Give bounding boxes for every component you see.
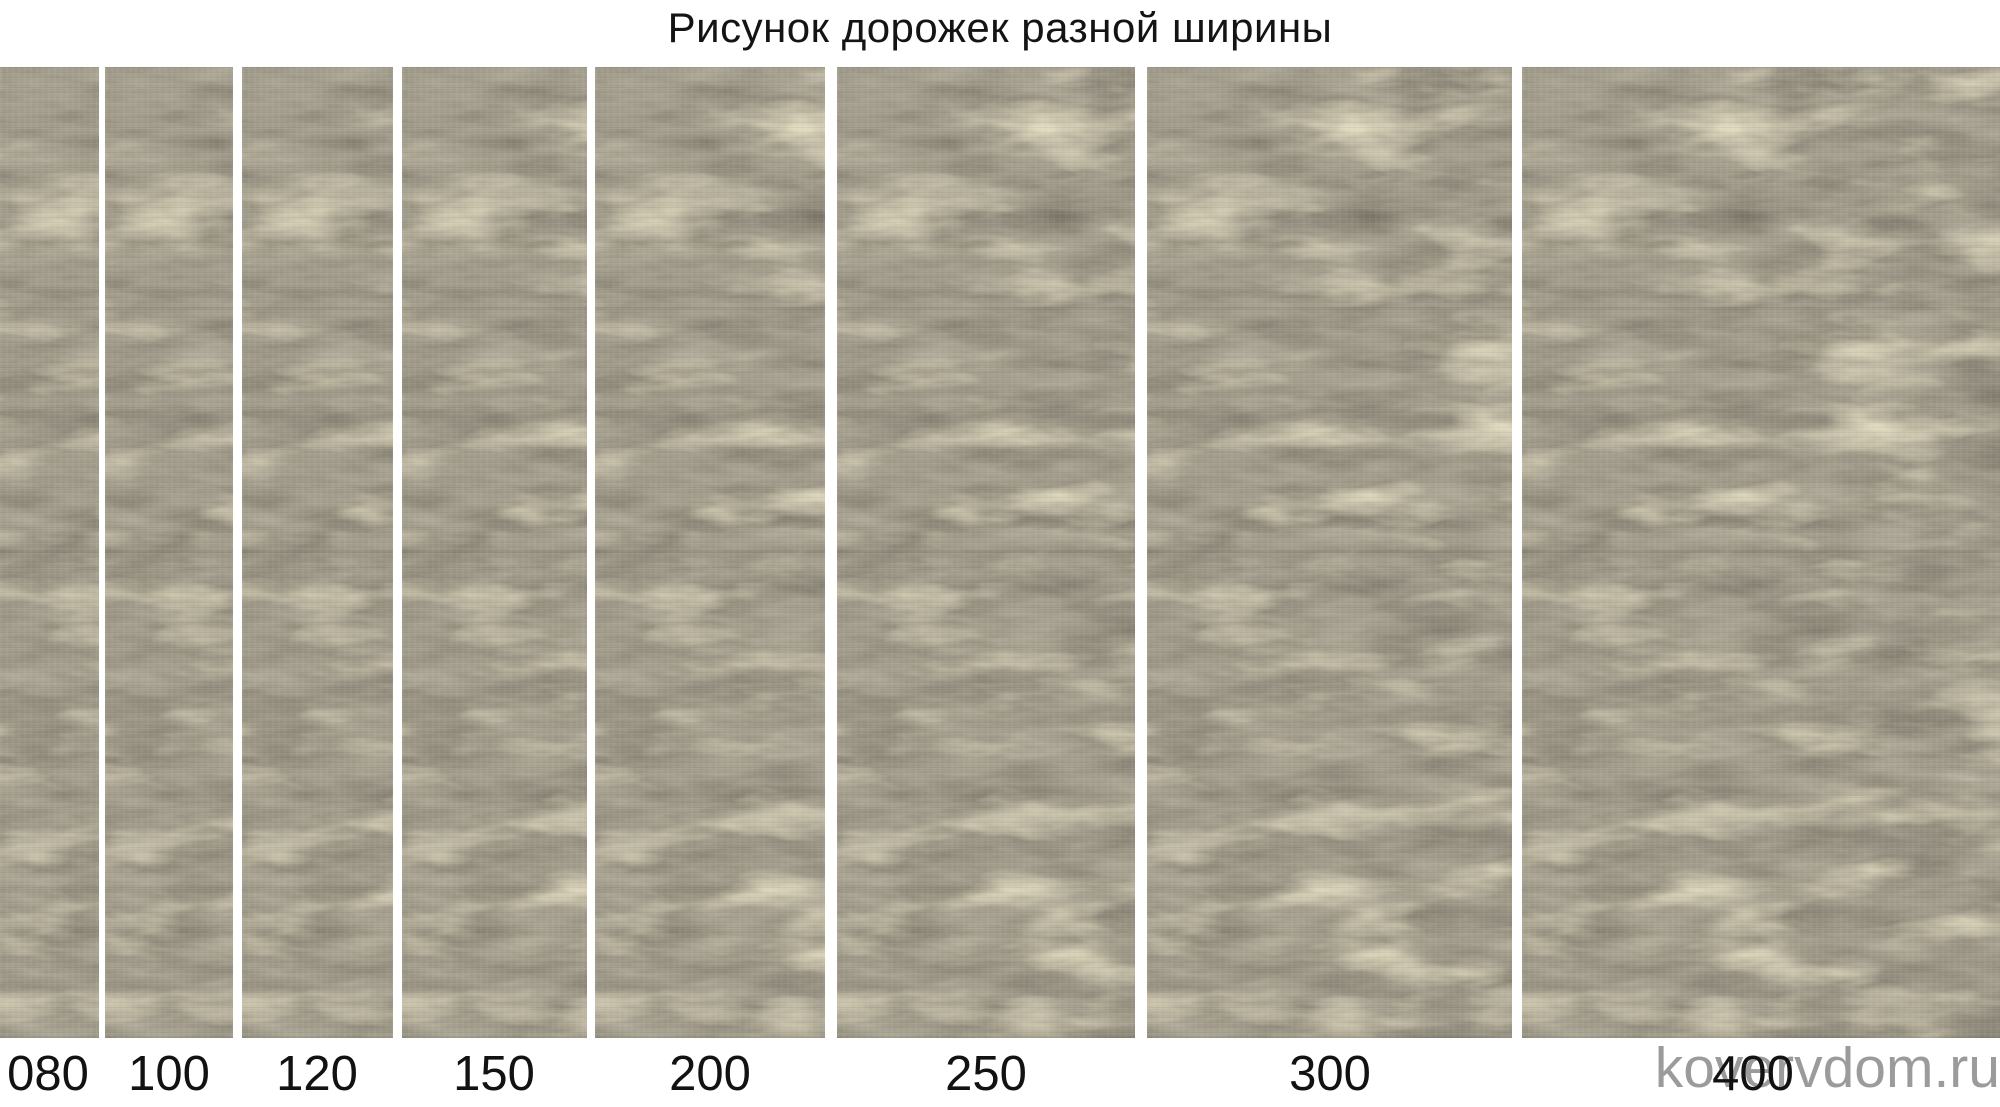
site-watermark: kovervdom.ru — [1654, 1036, 2000, 1100]
width-labels: 080 100 120 150 200 250 300 400 — [0, 1046, 2000, 1107]
carpet-texture — [242, 67, 393, 1038]
width-label-100: 100 — [128, 1047, 210, 1101]
runner-strip-100 — [105, 67, 233, 1038]
runner-strip-300 — [1147, 67, 1512, 1038]
runner-strip-150 — [402, 67, 587, 1038]
runner-strip-200 — [595, 67, 825, 1038]
carpet-weave-overlay — [837, 67, 1135, 1038]
page-title: Рисунок дорожек разной ширины — [667, 4, 1333, 51]
carpet-weave-overlay — [242, 67, 393, 1038]
carpet-weave-overlay — [0, 67, 99, 1038]
width-label-200: 200 — [669, 1047, 751, 1101]
carpet-texture — [0, 67, 99, 1038]
carpet-weave-overlay — [105, 67, 233, 1038]
width-label-150: 150 — [453, 1047, 535, 1101]
runner-strip-250 — [837, 67, 1135, 1038]
runner-strip-120 — [242, 67, 393, 1038]
width-label-400: 400 — [1712, 1047, 1794, 1101]
carpet-weave-overlay — [1522, 67, 2000, 1038]
width-label-250: 250 — [945, 1047, 1027, 1101]
carpet-texture — [595, 67, 825, 1038]
carpet-texture — [402, 67, 587, 1038]
carpet-weave-overlay — [402, 67, 587, 1038]
runner-strips — [0, 67, 2000, 1038]
carpet-weave-overlay — [1147, 67, 1512, 1038]
width-label-080: 080 — [7, 1047, 89, 1101]
carpet-weave-overlay — [595, 67, 825, 1038]
carpet-texture — [837, 67, 1135, 1038]
carpet-texture — [1522, 67, 2000, 1038]
carpet-texture — [1147, 67, 1512, 1038]
width-label-300: 300 — [1289, 1047, 1371, 1101]
runner-strip-080 — [0, 67, 99, 1038]
width-label-120: 120 — [276, 1047, 358, 1101]
runner-strip-400 — [1522, 67, 2000, 1038]
carpet-texture — [105, 67, 233, 1038]
